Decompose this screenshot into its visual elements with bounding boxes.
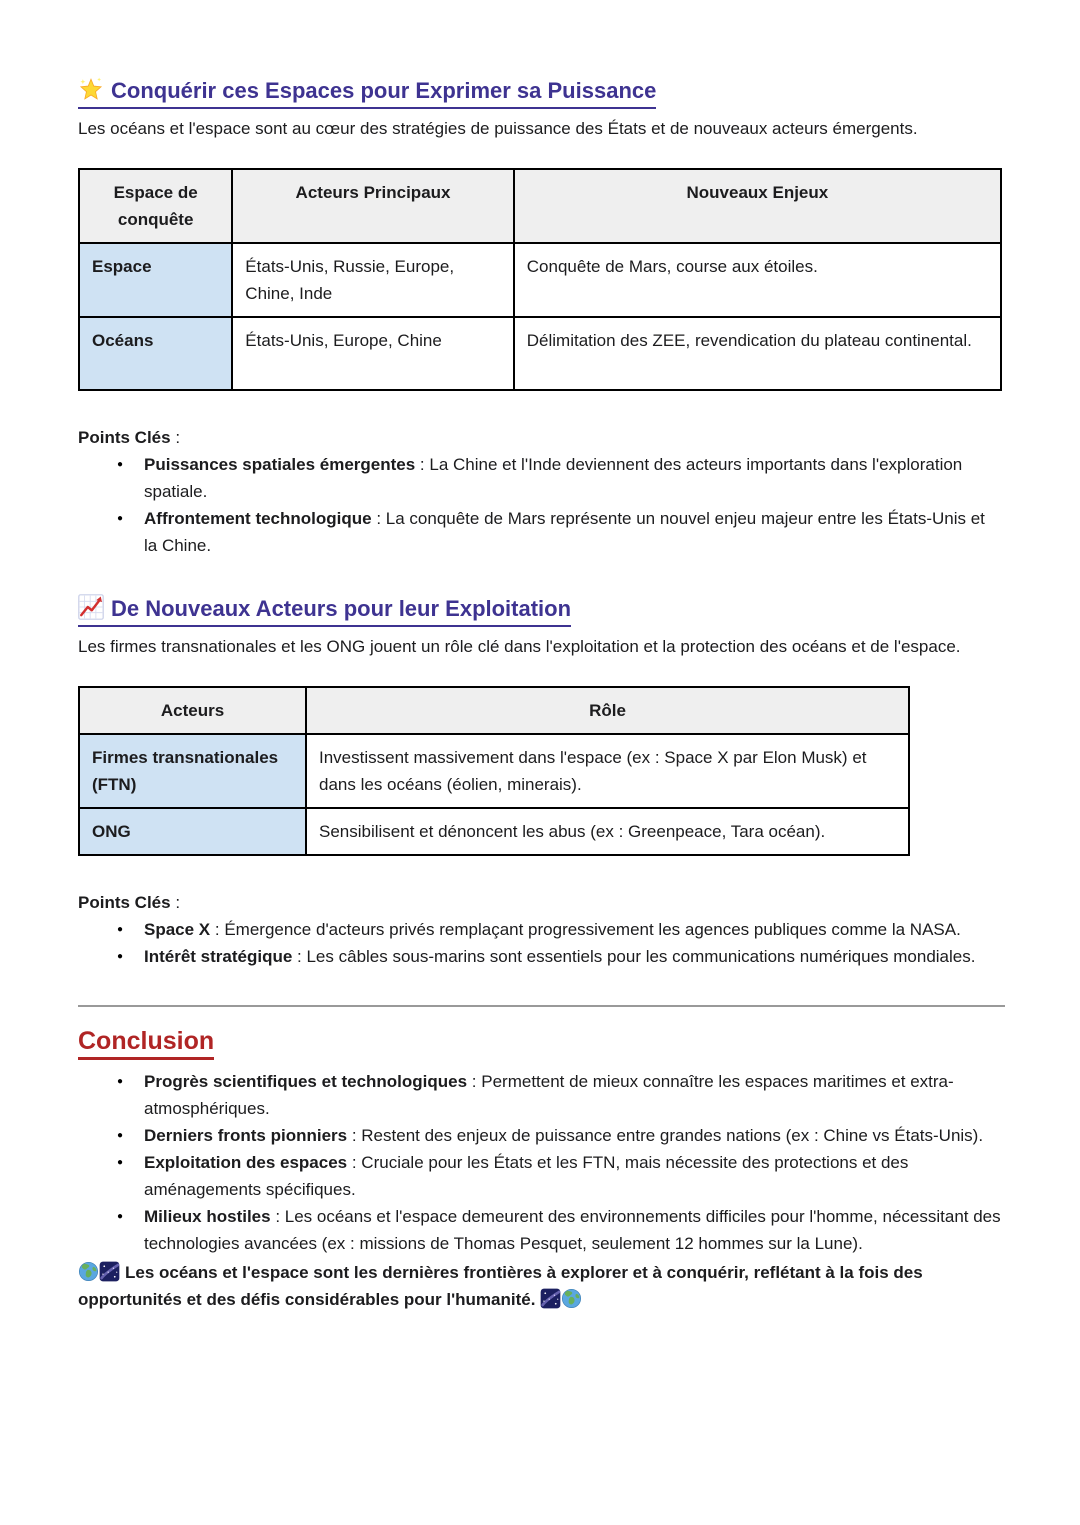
chart-increasing-icon [78,594,104,620]
column-header: Rôle [305,686,910,735]
table-row: Océans États-Unis, Europe, Chine Délimit… [77,316,1003,391]
conclusion-title: Conclusion [78,1025,215,1060]
closing-statement: Les océans et l'espace sont les dernière… [78,1259,1002,1313]
glowing-star-icon [78,76,104,102]
section-conclusion: Conclusion Progrès scientifiques et tech… [78,1023,1002,1313]
conclusion-list: Progrès scientifiques et technologiques … [78,1068,1002,1257]
table-cell: Investissent massivement dans l'espace (… [305,733,910,809]
column-header: Acteurs Principaux [231,168,515,244]
table-header-row: Acteurs Rôle [78,686,910,735]
points-list: Puissances spatiales émergentes : La Chi… [78,451,1002,559]
section-title-text: Conquérir ces Espaces pour Exprimer sa P… [111,78,657,103]
milky-way-icon [540,1288,561,1309]
section-divider [78,1005,1005,1007]
table-cell: Sensibilisent et dénoncent les abus (ex … [305,807,910,856]
section-title-conquerir: Conquérir ces Espaces pour Exprimer sa P… [78,76,657,109]
list-item: Affrontement technologique : La conquête… [117,505,1002,559]
table-header-row: Espace de conquête Acteurs Principaux No… [77,168,1003,244]
list-item: Puissances spatiales émergentes : La Chi… [117,451,1002,505]
section-title-text: De Nouveaux Acteurs pour leur Exploitati… [111,596,572,621]
column-header: Nouveaux Enjeux [512,168,1003,244]
points-cles-title: Points Clés : [78,893,181,912]
list-item: Intérêt stratégique : Les câbles sous-ma… [117,943,1002,970]
row-label: Océans [77,316,234,391]
table-cell: Délimitation des ZEE, revendication du p… [512,316,1003,391]
table-acteurs-role: Acteurs Rôle Firmes transnationales (FTN… [78,686,910,856]
row-label: Espace [77,242,234,318]
column-header: Acteurs [78,686,307,735]
milky-way-icon [99,1261,120,1282]
section-nouveaux-acteurs: De Nouveaux Acteurs pour leur Exploitati… [78,594,1002,970]
list-item: Exploitation des espaces : Cruciale pour… [117,1149,1002,1203]
list-item: Derniers fronts pionniers : Restent des … [117,1122,1002,1149]
table-espaces-conquete: Espace de conquête Acteurs Principaux No… [77,168,1003,391]
points-cles-title: Points Clés : [78,428,181,447]
globe-icon [561,1288,582,1309]
section-intro: Les firmes transnationales et les ONG jo… [78,637,961,656]
closing-text: Les océans et l'espace sont les dernière… [78,1263,923,1309]
table-row: Espace États-Unis, Russie, Europe, Chine… [77,242,1003,318]
table-row: Firmes transnationales (FTN) Investissen… [78,733,910,809]
section-intro: Les océans et l'espace sont au cœur des … [78,119,918,138]
list-item: Milieux hostiles : Les océans et l'espac… [117,1203,1002,1257]
section-title-nouveaux-acteurs: De Nouveaux Acteurs pour leur Exploitati… [78,594,572,627]
row-label: ONG [78,807,307,856]
points-list: Space X : Émergence d'acteurs privés rem… [78,916,1002,970]
row-label: Firmes transnationales (FTN) [78,733,307,809]
globe-icon [78,1261,99,1282]
list-item: Progrès scientifiques et technologiques … [117,1068,1002,1122]
table-cell: Conquête de Mars, course aux étoiles. [512,242,1003,318]
table-cell: États-Unis, Europe, Chine [231,316,515,391]
list-item: Space X : Émergence d'acteurs privés rem… [117,916,1002,943]
section-conquerir: Conquérir ces Espaces pour Exprimer sa P… [77,76,1003,559]
column-header: Espace de conquête [77,168,234,244]
table-row: ONG Sensibilisent et dénoncent les abus … [78,807,910,856]
table-cell: États-Unis, Russie, Europe, Chine, Inde [231,242,515,318]
